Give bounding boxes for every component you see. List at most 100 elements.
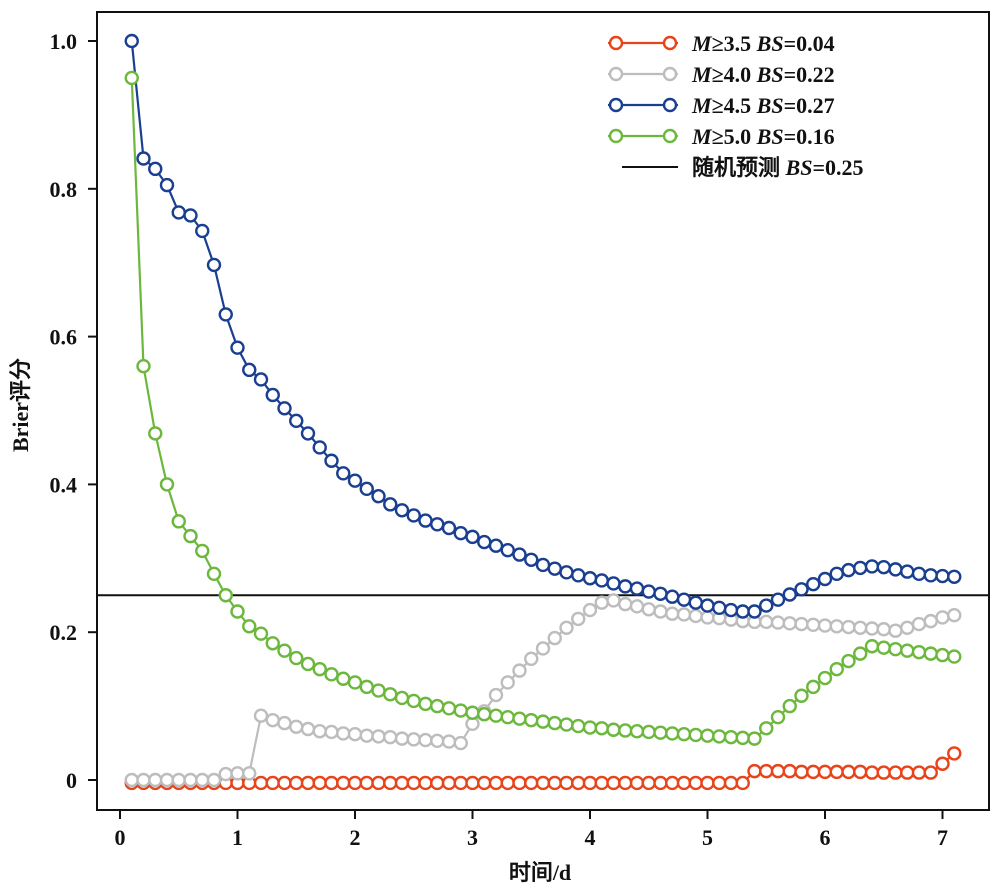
data-point [183,208,198,223]
data-point [265,387,280,403]
data-point [371,729,386,744]
data-point [947,649,962,664]
data-point [688,775,703,791]
data-point [653,586,668,601]
axis-layer: 0 1 2 3 4 5 6 7 0 0.2 0.4 0.6 0.8 1.0 [50,29,949,850]
data-point [347,675,363,690]
data-point [935,610,950,625]
legend-label-bs: BS [756,62,784,87]
data-point [923,646,938,661]
data-point [935,756,950,771]
legend-label-value: =0.22 [784,62,835,87]
legend-label: M≥4.5 BS=0.27 [691,93,835,118]
data-point [571,718,586,734]
data-point [606,576,621,591]
data-point [512,711,527,726]
data-point [418,513,433,528]
data-point [594,573,609,588]
data-point [723,602,739,618]
legend-marker [608,128,624,144]
data-point [688,608,703,624]
series-segment [249,721,261,768]
data-point [911,765,927,780]
data-point [876,640,891,655]
data-point [430,517,445,532]
data-point [618,579,633,594]
data-point [136,772,151,788]
data-point [441,701,457,716]
data-point [430,698,445,714]
data-point [253,626,269,641]
data-point [817,571,833,587]
legend-label-bs: BS [756,31,784,56]
legend-label-value: =0.25 [812,155,863,180]
data-point [547,561,562,576]
data-point [289,650,304,666]
data-point [300,426,316,441]
y-tick-label: 0 [66,768,77,793]
data-point [148,161,163,177]
data-point [935,568,950,584]
data-point [888,641,903,657]
y-tick-label: 0.8 [50,177,78,202]
data-point [312,724,327,739]
data-point [418,775,433,791]
data-point [900,765,915,780]
data-point [406,775,421,791]
data-point [723,775,739,791]
data-point [747,604,762,619]
data-point [770,709,786,725]
data-point [853,646,868,661]
data-point [488,775,504,791]
data-point [735,604,750,619]
data-point [759,763,774,779]
legend-label-value: =0.27 [784,93,835,118]
data-point [547,715,562,731]
data-point [817,764,833,780]
data-point [571,568,586,583]
data-point [911,616,927,632]
data-point [923,613,938,629]
legend-label: M≥5.0 BS=0.16 [691,124,835,149]
data-point [629,724,645,739]
data-point [406,508,421,523]
data-point [488,708,504,723]
series-segment [203,236,214,260]
data-point [735,775,750,791]
data-point [947,746,962,761]
data-point [629,581,645,596]
data-point [300,775,316,791]
data-point [618,596,633,612]
data-point [359,728,374,743]
legend-marker [662,97,678,113]
data-point [230,604,245,619]
data-point [277,401,292,416]
data-point [853,560,868,576]
data-point [524,552,539,567]
series-segment [155,439,167,479]
data-point [923,765,938,780]
data-point [312,775,327,791]
series-segment [263,383,271,391]
data-point [253,372,269,387]
series-segment [131,46,144,153]
data-point [676,726,692,742]
legend-label-magnitude: M [691,31,713,56]
x-tick-label: 1 [232,825,243,850]
data-point [665,606,680,621]
data-point [418,732,433,748]
data-point [289,719,304,734]
legend-marker [608,97,624,113]
data-point [770,615,786,630]
data-point [265,636,280,651]
data-point [171,772,186,788]
data-point [347,775,363,791]
y-tick-label: 0.4 [50,472,78,497]
data-point [242,619,257,634]
data-point [430,733,445,749]
x-tick-label: 3 [467,825,478,850]
data-point [441,775,457,791]
data-point [629,775,645,791]
data-point [559,775,574,791]
data-point [888,765,903,780]
